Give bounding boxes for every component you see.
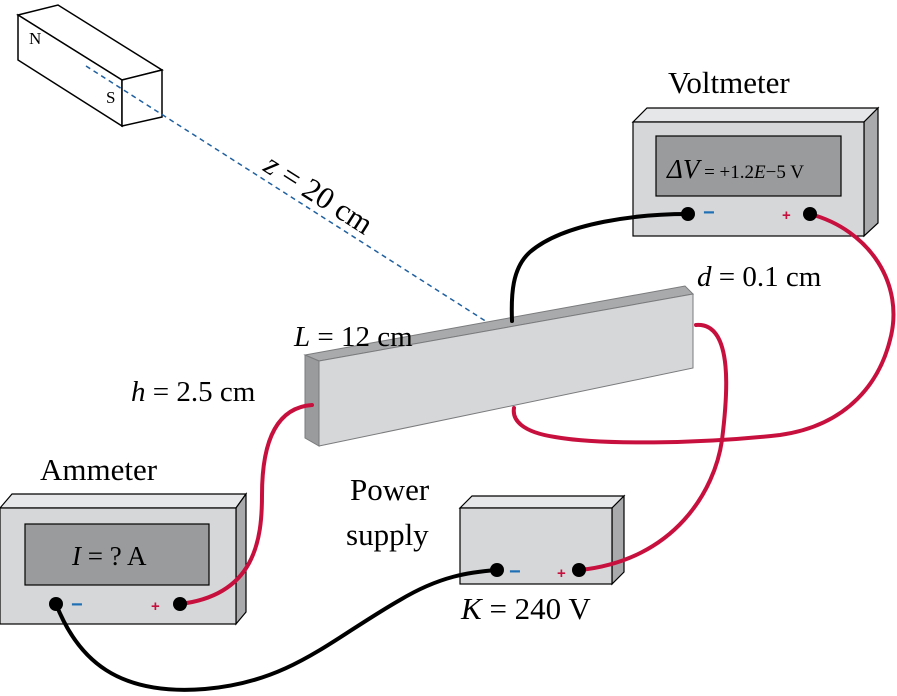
- power-supply-top: [458, 495, 626, 509]
- bar-end: [304, 354, 320, 447]
- power-supply-voltage-var: K: [460, 591, 484, 626]
- voltmeter-negative-terminal: [681, 207, 695, 221]
- voltmeter: ΔV = +1.2E−5 V − + Voltmeter: [631, 65, 880, 238]
- bar-length-value: = 12 cm: [310, 321, 413, 353]
- voltmeter-positive-terminal: [803, 207, 817, 221]
- bar-front: [318, 293, 694, 447]
- bar-thickness-label: d = 0.1 cm: [697, 261, 822, 293]
- wire-ammeter-positive: [178, 403, 314, 606]
- ammeter-top: [0, 493, 248, 509]
- voltmeter-minus-sign: −: [703, 202, 715, 224]
- power-supply-voltage: K = 240 V: [460, 591, 591, 626]
- power-supply-minus-sign: −: [509, 561, 521, 583]
- wire-voltmeter-negative: [509, 212, 690, 323]
- bar-height-label: h = 2.5 cm: [131, 376, 256, 408]
- voltmeter-reading-exp: E: [753, 162, 766, 183]
- ammeter-display: [24, 523, 210, 586]
- bar-height-value: = 2.5 cm: [146, 376, 256, 408]
- terminals: [49, 207, 817, 611]
- magnet-north-label: N: [29, 29, 41, 48]
- magnet-end-face: [121, 69, 163, 127]
- wires: [54, 212, 896, 692]
- distance-label: z = 20 cm: [257, 146, 379, 241]
- power-supply-title-line2: supply: [346, 517, 429, 552]
- voltmeter-top: [631, 107, 880, 123]
- power-supply-title-line1: Power: [350, 472, 430, 507]
- metal-bar: [303, 285, 695, 447]
- bar-magnet: N S: [16, 4, 164, 128]
- bar-thickness-value: = 0.1 cm: [712, 261, 822, 293]
- ammeter-title: Ammeter: [40, 452, 158, 487]
- voltmeter-reading-value: = +1.2: [699, 162, 754, 183]
- ammeter: I = ? A − + Ammeter: [0, 452, 248, 626]
- voltmeter-plus-sign: +: [782, 207, 791, 224]
- bar-thickness-var: d: [697, 261, 712, 293]
- ammeter-reading-var: I: [71, 541, 83, 571]
- voltmeter-side: [863, 106, 879, 238]
- ammeter-positive-terminal: [173, 597, 187, 611]
- wire-voltmeter-positive: [511, 212, 896, 445]
- voltmeter-reading-unit: −5 V: [766, 162, 805, 183]
- distance-dashed-line: [85, 65, 488, 323]
- voltmeter-title: Voltmeter: [668, 65, 790, 100]
- voltmeter-reading-var: ΔV: [666, 154, 703, 184]
- voltmeter-reading: ΔV = +1.2E−5 V: [666, 154, 804, 184]
- bar-length-var: L: [293, 321, 310, 353]
- ammeter-negative-terminal: [49, 597, 63, 611]
- distance-value: = 20 cm: [268, 153, 379, 241]
- power-supply-voltage-value: = 240 V: [482, 591, 592, 626]
- ammeter-plus-sign: +: [151, 598, 160, 615]
- ammeter-reading-value: = ? A: [81, 541, 147, 571]
- ammeter-side: [235, 492, 247, 626]
- wire-ammeter-to-power-supply: [54, 568, 499, 692]
- bar-height-var: h: [131, 376, 146, 408]
- voltmeter-display: [655, 135, 842, 197]
- power-supply-negative-terminal: [490, 563, 504, 577]
- power-supply: − + Power supply K = 240 V: [346, 472, 626, 626]
- bar-length-label: L = 12 cm: [293, 321, 413, 353]
- magnet-south-label: S: [106, 88, 115, 107]
- wire-power-supply-positive: [578, 322, 729, 572]
- power-supply-positive-terminal: [572, 563, 586, 577]
- ammeter-reading: I = ? A: [71, 541, 147, 571]
- power-supply-side: [611, 494, 625, 586]
- ammeter-minus-sign: −: [71, 594, 83, 616]
- power-supply-plus-sign: +: [557, 565, 566, 582]
